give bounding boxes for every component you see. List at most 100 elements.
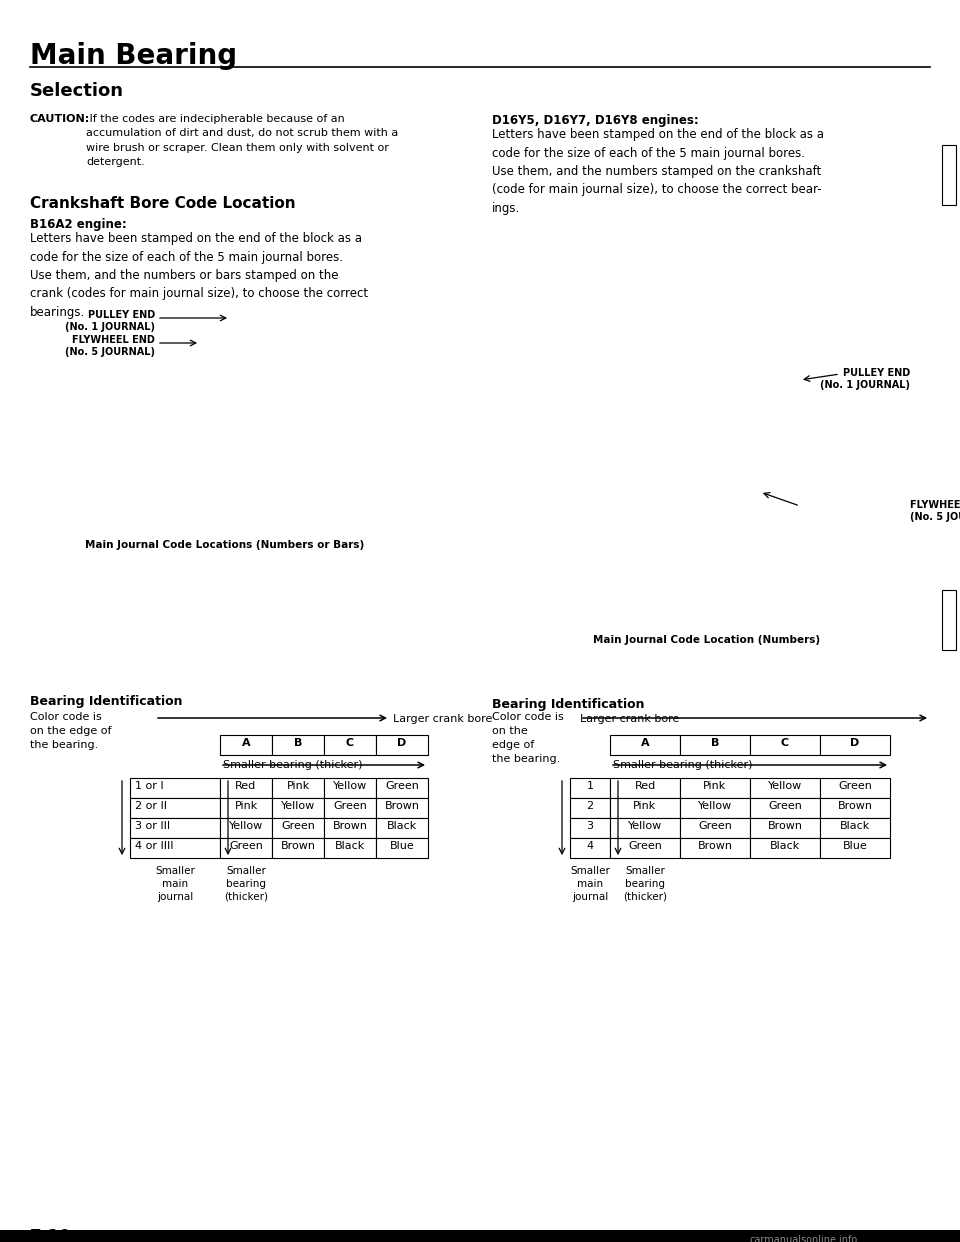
Text: Red: Red bbox=[235, 781, 256, 791]
Text: Yellow: Yellow bbox=[698, 801, 732, 811]
Text: Letters have been stamped on the end of the block as a
code for the size of each: Letters have been stamped on the end of … bbox=[492, 128, 824, 215]
Bar bbox=[610, 838, 680, 858]
Text: Smaller
bearing
(thicker): Smaller bearing (thicker) bbox=[224, 866, 268, 902]
Text: Bearing Identification: Bearing Identification bbox=[30, 696, 182, 708]
Text: Black: Black bbox=[840, 821, 870, 831]
Bar bbox=[220, 777, 272, 799]
Text: Green: Green bbox=[281, 821, 315, 831]
Text: C: C bbox=[346, 738, 354, 748]
Text: 2 or II: 2 or II bbox=[135, 801, 167, 811]
Bar bbox=[942, 590, 956, 650]
Text: D16Y5, D16Y7, D16Y8 engines:: D16Y5, D16Y7, D16Y8 engines: bbox=[492, 114, 699, 127]
Text: Main Journal Code Location (Numbers): Main Journal Code Location (Numbers) bbox=[593, 635, 821, 645]
Text: Green: Green bbox=[333, 801, 367, 811]
Bar bbox=[820, 838, 890, 858]
Text: B: B bbox=[710, 738, 719, 748]
Text: Bearing Identification: Bearing Identification bbox=[492, 698, 644, 710]
Text: Green: Green bbox=[838, 781, 872, 791]
Text: B: B bbox=[294, 738, 302, 748]
Bar bbox=[570, 838, 610, 858]
Text: C: C bbox=[780, 738, 789, 748]
Text: Letters have been stamped on the end of the block as a
code for the size of each: Letters have been stamped on the end of … bbox=[30, 232, 368, 319]
Text: 3 or III: 3 or III bbox=[135, 821, 170, 831]
Text: Brown: Brown bbox=[332, 821, 368, 831]
Bar bbox=[820, 818, 890, 838]
Text: Yellow: Yellow bbox=[628, 821, 662, 831]
Text: CAUTION:: CAUTION: bbox=[30, 114, 90, 124]
Text: Yellow: Yellow bbox=[281, 801, 315, 811]
Text: Larger crank bore: Larger crank bore bbox=[580, 714, 680, 724]
Text: carmanualsonline.info: carmanualsonline.info bbox=[750, 1235, 858, 1242]
Text: Yellow: Yellow bbox=[333, 781, 367, 791]
Bar bbox=[220, 818, 272, 838]
Text: Main Journal Code Locations (Numbers or Bars): Main Journal Code Locations (Numbers or … bbox=[85, 540, 365, 550]
Text: FLYWHEEL END
(No. 5 JOURNAL): FLYWHEEL END (No. 5 JOURNAL) bbox=[65, 335, 155, 356]
Text: Selection: Selection bbox=[30, 82, 124, 101]
Text: PULLEY END
(No. 1 JOURNAL): PULLEY END (No. 1 JOURNAL) bbox=[65, 310, 155, 332]
Bar bbox=[324, 838, 376, 858]
Text: Black: Black bbox=[387, 821, 418, 831]
Text: Green: Green bbox=[229, 841, 263, 851]
Text: 4: 4 bbox=[587, 841, 593, 851]
Bar bbox=[750, 838, 820, 858]
Bar bbox=[272, 735, 324, 755]
Text: A: A bbox=[640, 738, 649, 748]
Bar bbox=[376, 799, 428, 818]
Bar bbox=[820, 799, 890, 818]
Text: 1: 1 bbox=[587, 781, 593, 791]
Bar bbox=[130, 799, 220, 818]
Text: 2: 2 bbox=[587, 801, 593, 811]
Bar bbox=[750, 777, 820, 799]
Bar bbox=[750, 735, 820, 755]
Bar bbox=[130, 838, 220, 858]
Text: Larger crank bore: Larger crank bore bbox=[393, 714, 492, 724]
Bar bbox=[376, 735, 428, 755]
Bar bbox=[272, 799, 324, 818]
Bar bbox=[820, 735, 890, 755]
Text: Pink: Pink bbox=[234, 801, 257, 811]
Bar bbox=[324, 818, 376, 838]
Bar bbox=[272, 838, 324, 858]
Text: Brown: Brown bbox=[280, 841, 316, 851]
Text: D: D bbox=[851, 738, 859, 748]
Text: Black: Black bbox=[770, 841, 800, 851]
Text: Green: Green bbox=[385, 781, 419, 791]
Text: Color code is
on the edge of
the bearing.: Color code is on the edge of the bearing… bbox=[30, 712, 111, 750]
Bar bbox=[680, 735, 750, 755]
Bar bbox=[376, 838, 428, 858]
Text: A: A bbox=[242, 738, 251, 748]
Text: Brown: Brown bbox=[385, 801, 420, 811]
Text: Smaller bearing (thicker): Smaller bearing (thicker) bbox=[613, 760, 753, 770]
Text: Green: Green bbox=[628, 841, 662, 851]
Text: Blue: Blue bbox=[843, 841, 868, 851]
Bar bbox=[750, 799, 820, 818]
Bar bbox=[272, 818, 324, 838]
Text: Red: Red bbox=[635, 781, 656, 791]
Text: Main Bearing: Main Bearing bbox=[30, 42, 237, 70]
Text: Pink: Pink bbox=[704, 781, 727, 791]
Text: Black: Black bbox=[335, 841, 365, 851]
Bar bbox=[570, 777, 610, 799]
Text: FLYWHEEL END
(No. 5 JOURNAL): FLYWHEEL END (No. 5 JOURNAL) bbox=[910, 501, 960, 522]
Bar bbox=[324, 735, 376, 755]
Text: 7-10: 7-10 bbox=[30, 1228, 71, 1242]
Text: Smaller bearing (thicker): Smaller bearing (thicker) bbox=[223, 760, 363, 770]
Text: Color code is
on the
edge of
the bearing.: Color code is on the edge of the bearing… bbox=[492, 712, 564, 764]
Bar bbox=[750, 818, 820, 838]
Bar bbox=[220, 838, 272, 858]
Bar bbox=[130, 818, 220, 838]
Text: 1 or I: 1 or I bbox=[135, 781, 163, 791]
Bar bbox=[570, 799, 610, 818]
Bar bbox=[610, 799, 680, 818]
Bar bbox=[0, 1230, 960, 1242]
Bar bbox=[324, 777, 376, 799]
Text: Crankshaft Bore Code Location: Crankshaft Bore Code Location bbox=[30, 196, 296, 211]
Bar bbox=[610, 735, 680, 755]
Text: Brown: Brown bbox=[767, 821, 803, 831]
Bar bbox=[680, 799, 750, 818]
Bar bbox=[942, 145, 956, 205]
Bar bbox=[324, 799, 376, 818]
Text: D: D bbox=[397, 738, 407, 748]
Bar bbox=[680, 777, 750, 799]
Text: Yellow: Yellow bbox=[768, 781, 803, 791]
